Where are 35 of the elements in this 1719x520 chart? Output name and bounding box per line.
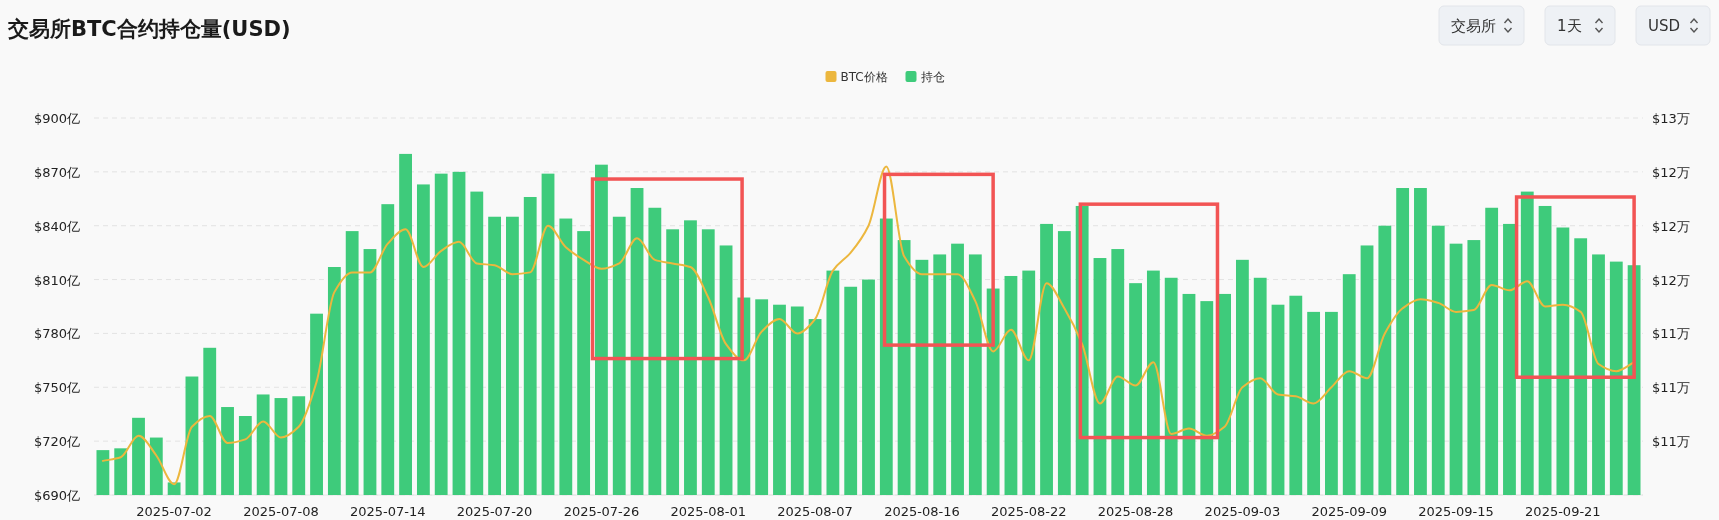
y2-tick-label: $12万 [1652, 164, 1690, 180]
y2-tick-label: $13万 [1652, 111, 1690, 126]
x-tick-label: 2025-07-20 [456, 504, 533, 519]
y-tick-label: $750亿 [33, 380, 80, 396]
y-tick-label: $780亿 [33, 326, 80, 342]
x-tick-label: 2025-08-28 [1097, 504, 1174, 519]
x-tick-label: 2025-07-26 [563, 504, 640, 519]
x-tick-label: 2025-07-02 [136, 504, 212, 519]
y2-tick-label: $11万 [1652, 434, 1690, 450]
y-tick-label: $840亿 [33, 218, 80, 234]
y-tick-label: $870亿 [33, 164, 80, 180]
y-tick-label: $690亿 [33, 488, 80, 503]
x-tick-label: 2025-09-15 [1418, 504, 1494, 519]
x-tick-label: 2025-08-01 [670, 504, 747, 519]
x-tick-label: 2025-08-16 [884, 504, 960, 519]
chart-title: 交易所BTC合约持仓量(USD) [7, 17, 291, 41]
y-tick-label: $810亿 [33, 272, 80, 288]
y2-tick-label: $12万 [1652, 272, 1690, 288]
x-tick-label: 2025-08-22 [990, 504, 1067, 519]
x-tick-label: 2025-09-03 [1204, 504, 1281, 519]
y-tick-label: $900亿 [33, 111, 80, 126]
x-tick-label: 2025-07-08 [243, 504, 319, 519]
legend-label: 持仓 [920, 70, 945, 84]
y2-tick-label: $11万 [1652, 380, 1690, 396]
x-tick-label: 2025-07-14 [349, 504, 426, 519]
x-tick-label: 2025-09-21 [1525, 504, 1601, 519]
x-tick-label: 2025-09-09 [1311, 504, 1388, 519]
text: USD [1648, 17, 1681, 35]
text: 交易所 [1451, 17, 1496, 35]
text: 1天 [1557, 17, 1582, 35]
y2-tick-label: $11万 [1652, 326, 1690, 342]
y-tick-label: $720亿 [33, 434, 80, 450]
legend-label: BTC价格 [840, 70, 888, 84]
x-tick-label: 2025-08-07 [777, 504, 853, 519]
y2-tick-label: $12万 [1652, 218, 1690, 234]
